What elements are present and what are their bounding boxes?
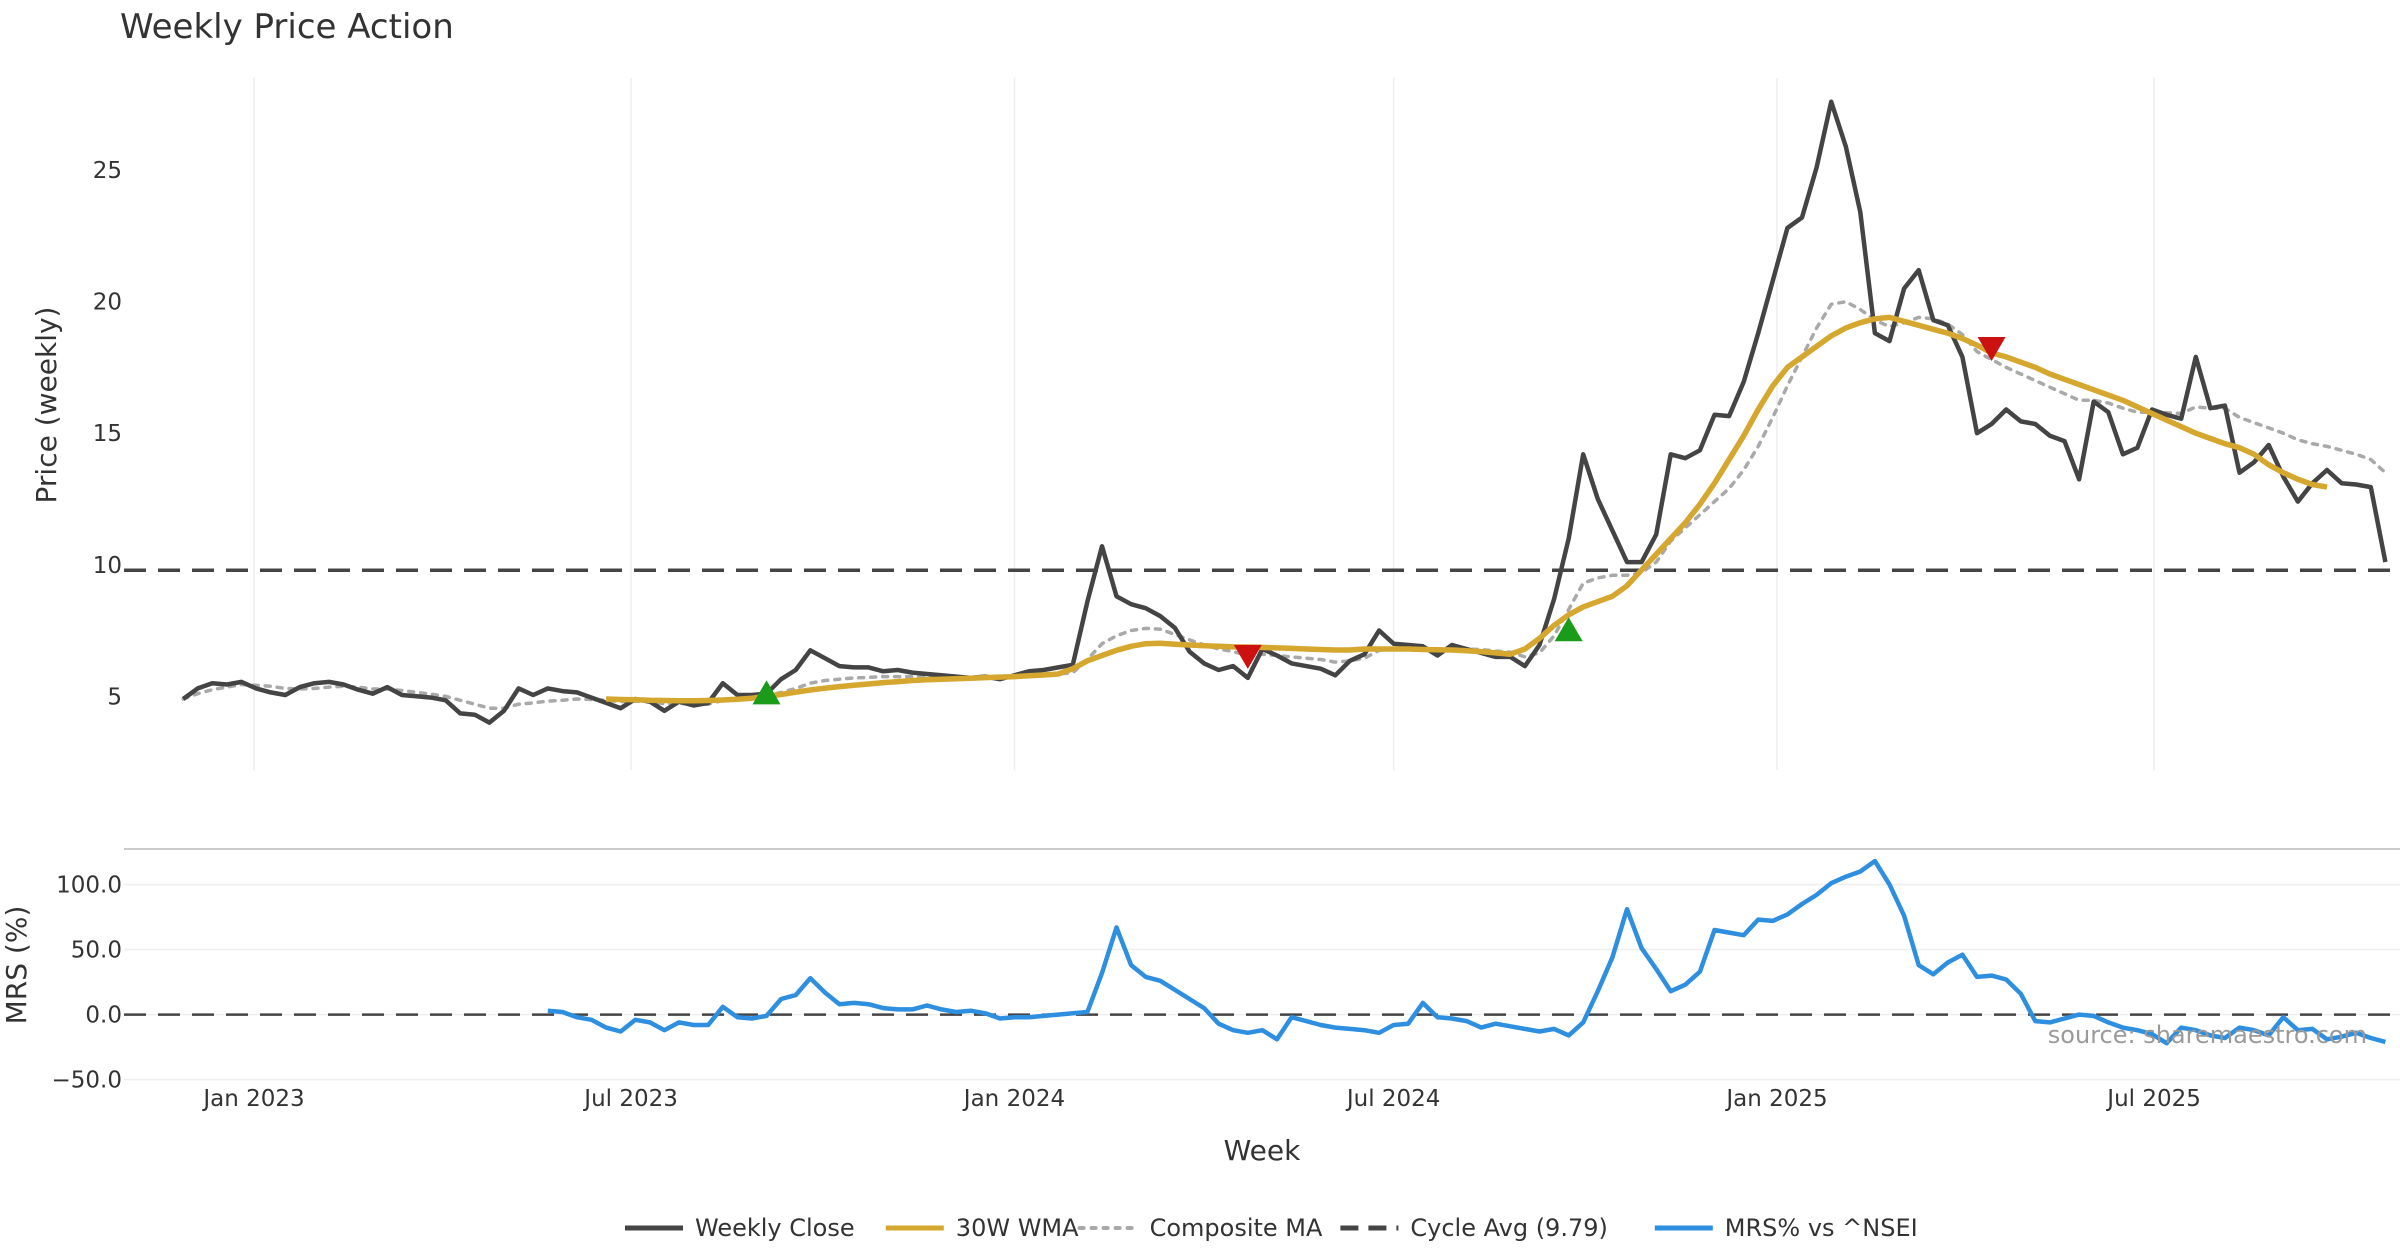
- gridlines: [124, 78, 2400, 1081]
- mrs-y-axis-title: MRS (%): [0, 906, 33, 1025]
- price-y-tick-label: 10: [93, 553, 122, 579]
- mrs-y-tick-label: 100.0: [56, 873, 122, 899]
- x-tick-label-jan-2024: Jan 2024: [962, 1086, 1065, 1112]
- reference-lines: [124, 568, 2400, 1016]
- legend: Weekly Close 30W WMA Composite MA Cycle Avg…: [625, 1214, 1918, 1242]
- mrs-y-tick-label: −50.0: [52, 1068, 122, 1094]
- chart-title: Weekly Price Action: [120, 7, 454, 47]
- signal-markers: [752, 337, 2006, 705]
- x-axis-title: Week: [1224, 1134, 1301, 1167]
- mrs-line: [547, 858, 2386, 1046]
- buy-signal-marker: [1554, 617, 1583, 642]
- buy-signal-marker: [752, 680, 781, 705]
- sell-signal-marker: [1233, 644, 1262, 669]
- mrs-y-tick-label: 0.0: [85, 1003, 122, 1029]
- composite-ma-line: [181, 299, 2388, 710]
- series-lines: [181, 99, 2388, 1046]
- price-y-tick-label: 5: [107, 684, 122, 710]
- 30w-wma-line: [606, 314, 2328, 704]
- x-tick-label-jul-2024: Jul 2024: [1345, 1086, 1441, 1112]
- x-tick-label-jan-2025: Jan 2025: [1724, 1086, 1827, 1112]
- legend-label-30w-wma: 30W WMA: [956, 1214, 1079, 1242]
- x-tick-label-jul-2025: Jul 2025: [2105, 1086, 2201, 1112]
- watermark: source: sharemaestro.com: [2048, 1021, 2367, 1049]
- legend-label-mrs-vs-nsei: MRS% vs ^NSEI: [1725, 1214, 1918, 1242]
- legend-label-composite-ma: Composite MA: [1150, 1214, 1323, 1242]
- weekly-close-line: [181, 99, 2388, 725]
- legend-label-cycle-avg-9-79: Cycle Avg (9.79): [1410, 1214, 1607, 1242]
- price-y-tick-label: 15: [93, 421, 122, 447]
- legend-label-weekly-close: Weekly Close: [695, 1214, 855, 1242]
- axes: 5 10 15 20 25 100.0 50.0 0.0 −50.0 Jan 2023 Jul 20…: [52, 158, 2201, 1112]
- mrs-y-tick-label: 50.0: [71, 938, 122, 964]
- sell-signal-marker: [1977, 337, 2006, 362]
- price-y-tick-label: 25: [93, 158, 122, 184]
- price-y-tick-label: 20: [93, 290, 122, 316]
- x-tick-label-jul-2023: Jul 2023: [582, 1086, 678, 1112]
- x-tick-label-jan-2023: Jan 2023: [201, 1086, 304, 1112]
- price-y-axis-title: Price (weekly): [30, 307, 63, 504]
